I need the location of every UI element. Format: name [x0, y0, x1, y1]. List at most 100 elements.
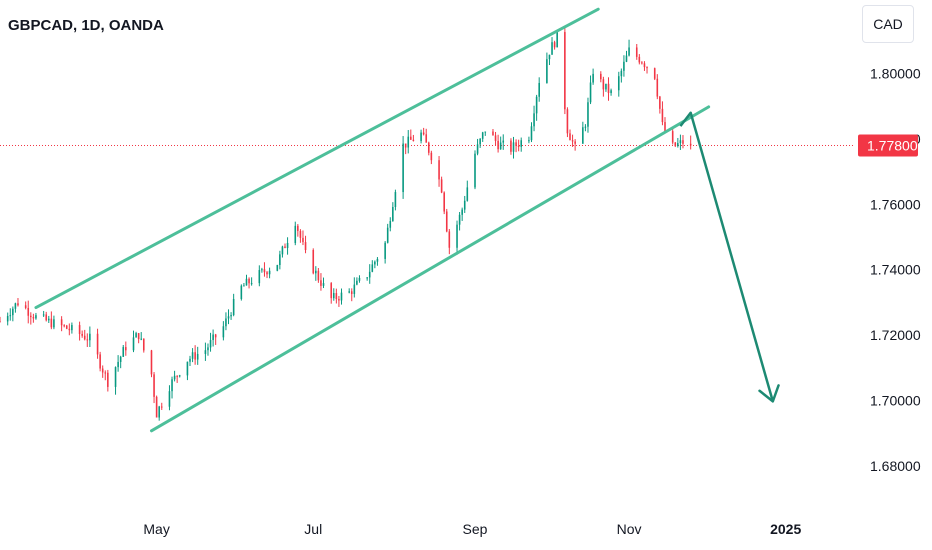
candle — [158, 405, 160, 421]
channel-lower[interactable] — [149, 105, 711, 433]
candle-body — [643, 63, 646, 68]
candle — [142, 338, 145, 353]
candle-body — [312, 249, 315, 274]
candle-body — [592, 73, 594, 83]
candle-body — [607, 83, 610, 94]
candle — [679, 134, 682, 150]
candle-body — [430, 152, 433, 161]
candle-body — [356, 280, 358, 285]
candle-body — [445, 211, 448, 232]
candle — [266, 270, 268, 279]
candle — [320, 273, 322, 291]
candle — [376, 257, 379, 266]
candle-body — [350, 291, 353, 294]
candle-body — [569, 133, 571, 141]
candle-body — [348, 291, 350, 293]
candle-body — [427, 142, 430, 153]
candle-body — [623, 61, 625, 71]
candle-body — [191, 352, 194, 359]
candle-body — [250, 283, 253, 285]
candle — [474, 150, 476, 190]
candle-body — [83, 335, 86, 340]
currency-button[interactable]: CAD — [862, 5, 914, 43]
candle-body — [374, 261, 376, 265]
candle-body — [101, 368, 104, 373]
candle — [6, 312, 9, 326]
candle-body — [0, 321, 1, 323]
candle — [261, 267, 263, 273]
candle-body — [268, 270, 271, 275]
candle — [602, 76, 605, 97]
candle-body — [376, 258, 379, 262]
candle — [86, 333, 89, 347]
candle — [281, 245, 284, 258]
candle — [317, 268, 320, 283]
candle — [635, 44, 638, 60]
candle — [194, 345, 196, 365]
candle — [160, 402, 163, 410]
candle-body — [371, 264, 374, 272]
candle — [407, 130, 410, 154]
candle — [389, 217, 392, 232]
candle-body — [168, 391, 171, 407]
candle-body — [132, 337, 135, 351]
candle-body — [140, 338, 143, 340]
candle — [140, 332, 143, 341]
candle — [589, 75, 592, 105]
candle — [564, 27, 566, 115]
candle-body — [440, 179, 443, 193]
candle — [353, 277, 356, 298]
candle-body — [600, 73, 602, 80]
candle-body — [196, 353, 199, 360]
price-axis[interactable]: 1.800001.780001.760001.740001.720001.700… — [858, 66, 921, 474]
candle — [412, 134, 415, 142]
candle — [494, 131, 497, 146]
candle-body — [107, 372, 109, 387]
candle-body — [81, 333, 83, 336]
forecast-arrow[interactable] — [679, 111, 775, 402]
time-axis[interactable]: May Jul Sep Nov 2025 — [143, 521, 801, 537]
candle — [9, 308, 12, 321]
time-tick-label: 2025 — [770, 521, 801, 537]
candle-body — [186, 361, 189, 376]
candle — [83, 329, 86, 341]
candle-body — [338, 299, 340, 301]
candle — [551, 37, 553, 55]
candle — [171, 376, 173, 399]
candle-body — [317, 270, 320, 281]
candle — [81, 330, 83, 338]
time-tick-label: Nov — [617, 521, 642, 537]
channel-upper[interactable] — [34, 7, 600, 310]
candle — [425, 128, 428, 143]
candle — [638, 54, 641, 65]
candle-body — [635, 47, 638, 57]
candle — [348, 288, 350, 294]
candle — [243, 282, 245, 287]
candle — [222, 321, 225, 341]
candle — [566, 107, 569, 138]
candle — [430, 150, 433, 165]
candle — [12, 306, 14, 322]
candle-body — [30, 315, 32, 318]
candle-body — [65, 325, 68, 329]
candle — [656, 74, 659, 100]
candle-body — [60, 319, 63, 326]
candle-body — [602, 79, 605, 90]
candle — [191, 348, 194, 363]
candle-body — [47, 318, 50, 321]
currency-button-label: CAD — [873, 16, 903, 32]
candle — [386, 223, 389, 244]
candle — [332, 288, 335, 301]
candle-body — [553, 42, 556, 48]
candle — [119, 355, 122, 369]
candle — [258, 265, 261, 287]
candle — [245, 274, 248, 286]
candle-body — [322, 283, 325, 286]
candle — [45, 311, 48, 322]
candle — [528, 136, 530, 144]
candle — [422, 127, 425, 136]
candle — [356, 277, 358, 286]
candle — [443, 191, 445, 215]
candle-body — [510, 140, 512, 152]
